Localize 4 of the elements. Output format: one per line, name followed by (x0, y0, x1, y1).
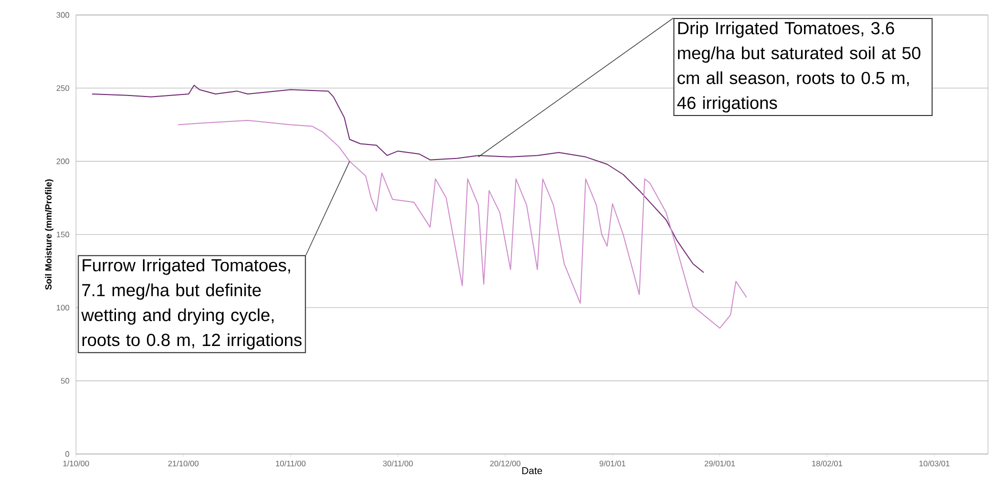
y-axis-title: Soil Moisture (mm/Profile) (44, 179, 54, 290)
annotation: Furrow Irrigated Tomatoes, 7.1 meg/ha but definite wetting and drying cycle, roots to 0.8 m, 12 irrigations (81, 258, 302, 350)
x-axis-title: Date (522, 467, 542, 474)
annotation: Drip Irrigated Tomatoes, 3.6 meg/ha but saturated soil at 50 cm all season, roots to 0.5 m, 46 irrigations (677, 22, 920, 113)
